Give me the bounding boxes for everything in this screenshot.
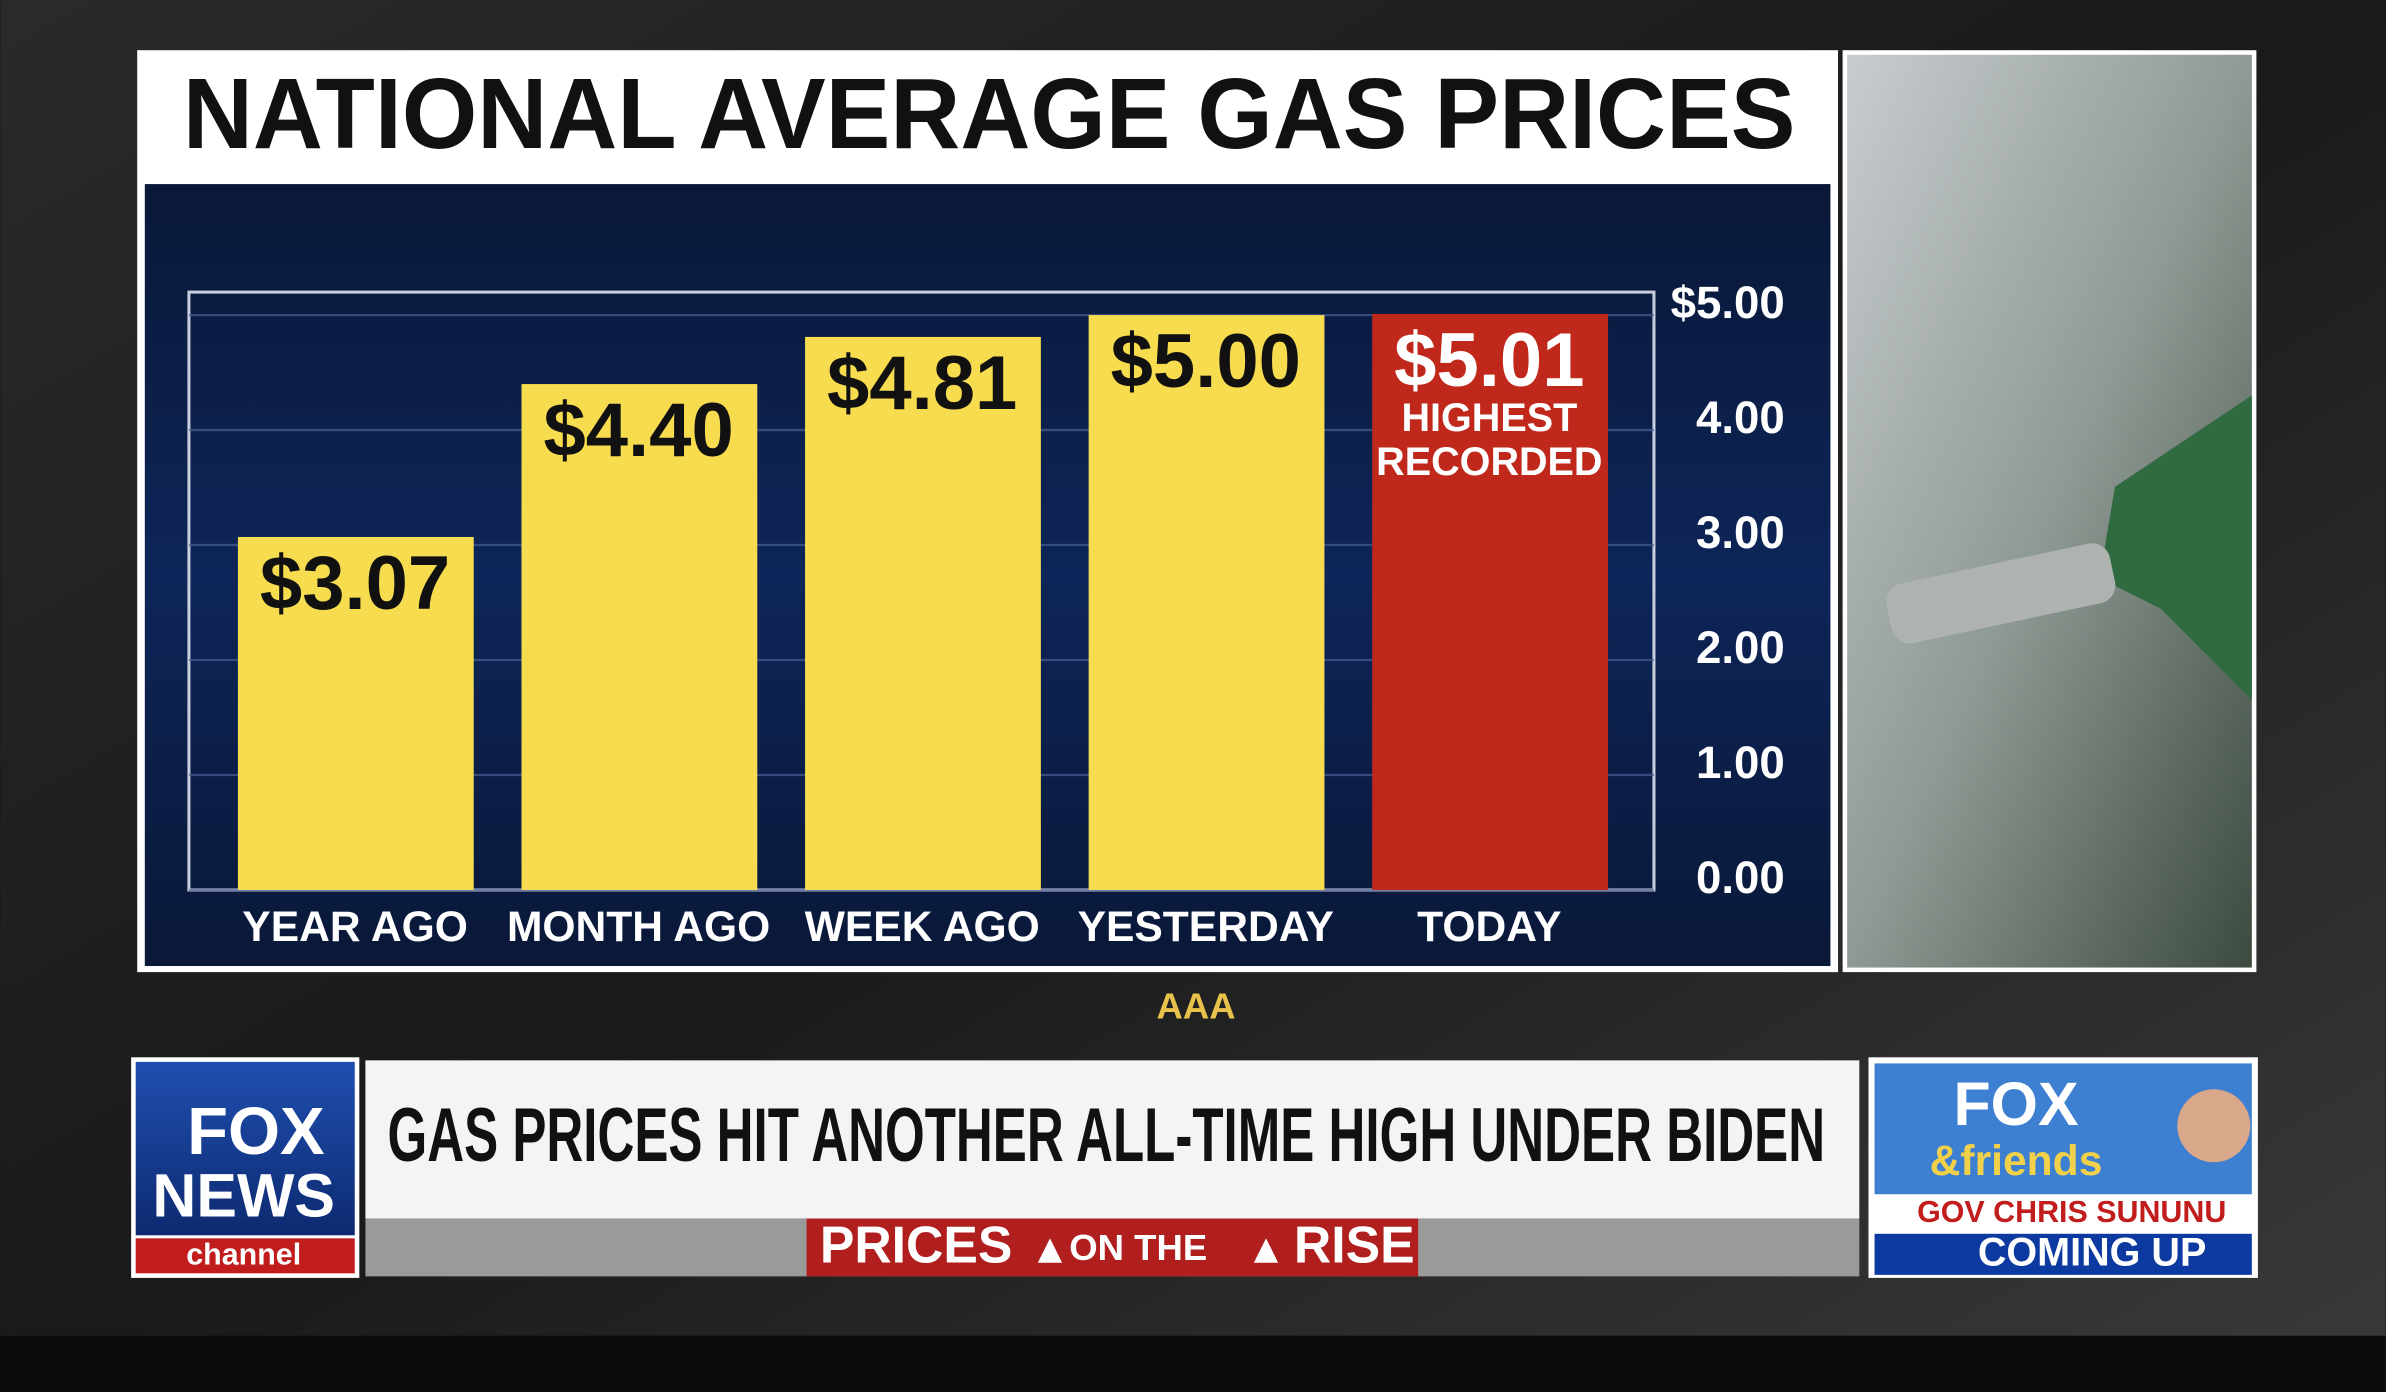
strap-arrow [1037,1238,1063,1263]
x-tick-label: WEEK AGO [805,903,1040,951]
bar [237,536,474,890]
bar [1372,313,1609,890]
show-name: FOX [1953,1070,2078,1138]
photo-spout [1886,543,2116,644]
logo-fox: FOX [187,1094,325,1169]
y-tick-label: 0.00 [1696,852,1785,903]
source: AAA [1157,985,1236,1026]
strap-word: PRICES [820,1216,1013,1274]
value-label: $4.40 [543,388,733,473]
annotation: HIGHEST [1401,396,1577,440]
strap-arrow [1253,1238,1279,1263]
value-label: $5.01 [1394,318,1584,403]
y-tick-label: 4.00 [1696,392,1785,443]
y-tick-label: 1.00 [1696,737,1785,788]
guest: GOV CHRIS SUNUNU [1917,1195,2226,1229]
photo-nozzle [2099,395,2252,700]
x-tick-label: TODAY [1417,903,1561,951]
x-tick-label: YEAR AGO [242,903,468,951]
status: COMING UP [1978,1231,2207,1275]
headline-bar [365,1060,1860,1219]
logo-channel: channel [186,1238,301,1272]
strap-word: RISE [1294,1216,1415,1274]
value-label: $5.00 [1111,319,1301,404]
logo-news: NEWS [152,1161,335,1229]
status-bar [1874,1233,2252,1275]
chart: 0.00 1.00 2.00 3.00 4.00 $5.00 YEAR AGO $3.07 MO… [188,277,1785,951]
guest-photo [2177,1089,2251,1163]
y-tick-label: $5.00 [1671,277,1785,328]
value-label: $4.81 [827,341,1017,426]
x-tick-label: YESTERDAY [1078,903,1334,951]
strap-highlight [806,1218,1419,1277]
bar [1088,315,1325,890]
chart-title: NATIONAL AVERAGE GAS PRICES [183,58,1796,170]
bar [805,336,1041,890]
strap-word: ON THE [1069,1227,1207,1268]
x-tick-label: MONTH AGO [507,903,770,951]
annotation: RECORDED [1376,440,1602,484]
y-tick-label: 2.00 [1696,622,1785,673]
bottom-band [0,1335,2386,1392]
show-name: &friends [1930,1137,2103,1185]
bar [521,384,758,890]
y-tick-label: 3.00 [1696,507,1785,558]
value-label: $3.07 [260,541,450,626]
logo [135,1061,355,1236]
headline: GAS PRICES HIT ANOTHER ALL-TIME HIGH UND… [387,1093,1825,1178]
logo-band [135,1238,355,1274]
